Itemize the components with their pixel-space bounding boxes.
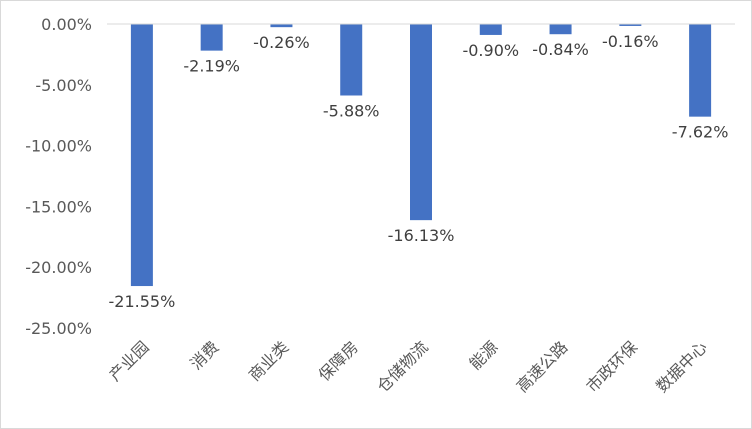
bar [549,24,572,35]
y-tick-label: -15.00% [25,197,92,216]
bar [200,24,223,51]
y-tick-label: -5.00% [35,76,92,95]
category-label: 保障房 [315,337,362,384]
data-label: -5.88% [323,102,380,121]
bar [340,24,363,96]
y-tick-label: -25.00% [25,319,92,338]
data-label: -0.16% [602,32,659,51]
data-label: -0.26% [253,33,310,52]
bar [479,24,502,35]
data-label: -0.90% [462,41,519,60]
bar [619,24,642,26]
data-label: -7.62% [672,123,729,142]
category-label: 消费 [186,337,222,373]
y-tick-label: -10.00% [25,137,92,156]
data-label: -16.13% [388,226,455,245]
bar [689,24,712,117]
category-label: 数据中心 [652,337,711,396]
category-label: 高速公路 [513,337,572,396]
category-label: 仓储物流 [373,337,432,396]
bar [270,24,293,28]
data-label: -0.84% [532,40,589,59]
category-label: 市政环保 [582,337,641,396]
data-label: -2.19% [183,57,240,76]
category-label: 能源 [466,337,502,373]
bar [410,24,432,221]
y-tick-label: 0.00% [41,15,92,34]
bar [130,24,153,287]
y-tick-label: -20.00% [25,258,92,277]
category-label: 产业园 [105,337,152,384]
data-label: -21.55% [108,292,175,311]
category-label: 商业类 [245,337,292,384]
